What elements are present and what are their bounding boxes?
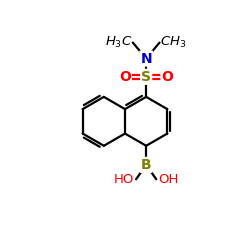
Text: OH: OH — [159, 173, 179, 186]
Text: S: S — [141, 70, 151, 84]
Text: $H_3C$: $H_3C$ — [106, 35, 133, 50]
Text: N: N — [140, 52, 152, 66]
Text: B: B — [141, 158, 152, 172]
Text: O: O — [162, 70, 173, 84]
Text: HO: HO — [113, 173, 134, 186]
Text: $CH_3$: $CH_3$ — [160, 35, 186, 50]
Text: O: O — [119, 70, 131, 84]
